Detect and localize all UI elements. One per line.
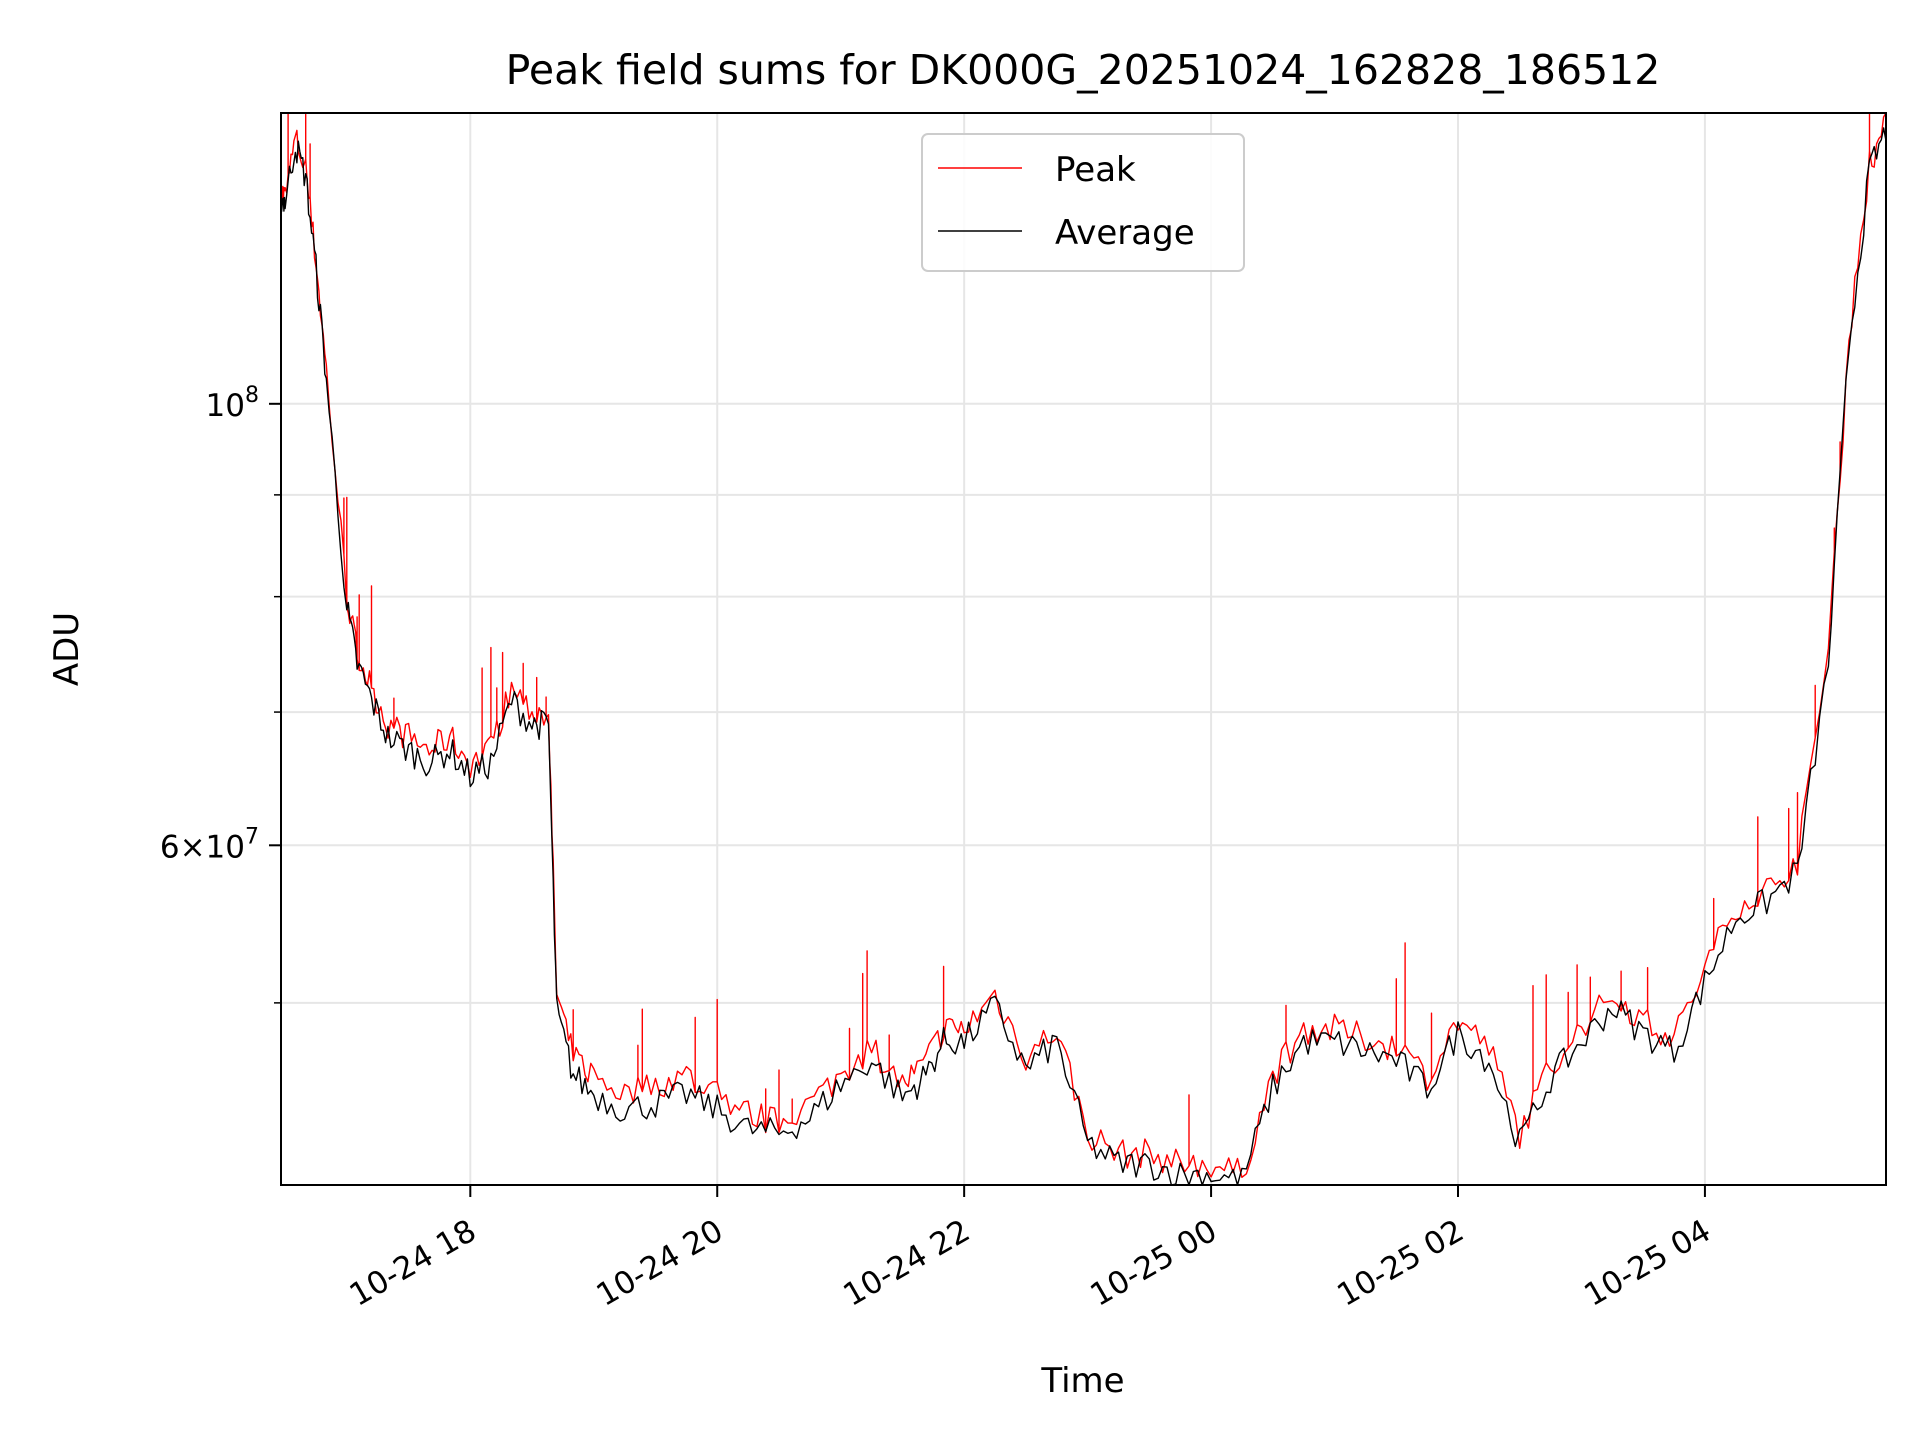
y-axis: 108 6×107 bbox=[160, 383, 281, 1004]
y-tick-label: 108 bbox=[206, 383, 259, 424]
average-series-line bbox=[280, 127, 1887, 1186]
grid bbox=[281, 113, 1886, 1185]
chart-title: Peak field sums for DK000G_20251024_1628… bbox=[506, 46, 1661, 94]
x-axis-label: Time bbox=[1040, 1361, 1124, 1401]
legend-label-peak: Peak bbox=[1055, 150, 1136, 190]
y-axis-label: ADU bbox=[47, 612, 87, 686]
plot-frame bbox=[280, 112, 1887, 1186]
plot-area-background bbox=[281, 113, 1886, 1185]
legend: Peak Average bbox=[921, 133, 1245, 272]
plot-lines bbox=[280, 112, 1887, 1186]
y-tick-label: 6×107 bbox=[160, 824, 259, 865]
peak-series-line bbox=[280, 112, 1887, 1178]
legend-label-average: Average bbox=[1055, 213, 1195, 253]
